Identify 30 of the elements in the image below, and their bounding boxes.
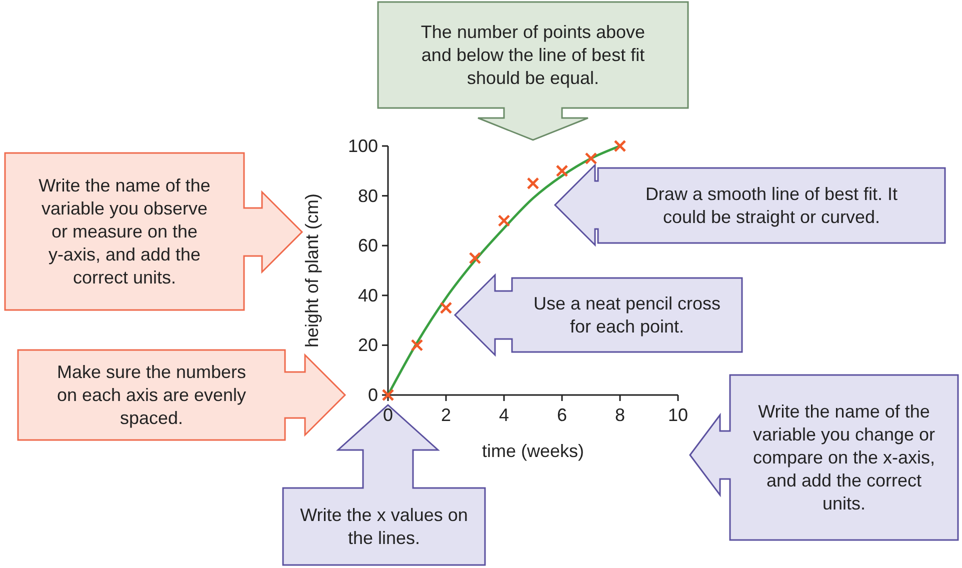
y-axis-title: height of plant (cm) [302, 193, 322, 348]
y-tick-label: 80 [358, 186, 378, 206]
point [614, 140, 626, 152]
point [498, 214, 510, 227]
y-tick-label: 20 [358, 335, 378, 356]
y-tick-label: 100 [348, 136, 378, 156]
x-tick-label: 10 [668, 405, 688, 425]
text: Write the x values on the lines. [300, 505, 468, 548]
x-axis-title: time (weeks) [482, 441, 584, 461]
point [584, 152, 598, 165]
text: The number of points above and below the line of best fit should be equal. [420, 22, 646, 88]
text: Make sure the numbers on each axis are evenly spaced. [56, 362, 246, 428]
point [526, 177, 540, 190]
text: Write the name of the variable you change or compare on the x-axis, and add the correct units. [752, 402, 936, 514]
y-tick-label: 40 [358, 285, 378, 306]
point [410, 339, 424, 352]
annotation: Use a neat pencil cross for each point. [533, 294, 721, 336]
text: Write the name of the variable you observe or measure on the y-axis, and add the correct units. [38, 176, 210, 288]
point [382, 388, 394, 402]
x-tick-label: 2 [440, 405, 452, 425]
point [440, 302, 452, 314]
x-tick-label: 0 [382, 405, 394, 425]
x-tick-label: 6 [556, 405, 568, 425]
x-tick-label: 4 [498, 405, 510, 425]
x-tick-label: 8 [614, 405, 626, 425]
y-tick-label: 60 [358, 236, 378, 256]
point [468, 252, 482, 264]
point [556, 164, 568, 178]
annotation: Draw a smooth line of best fit. It could be straight or curved. [645, 184, 898, 227]
y-tick-label: 0 [368, 385, 378, 405]
